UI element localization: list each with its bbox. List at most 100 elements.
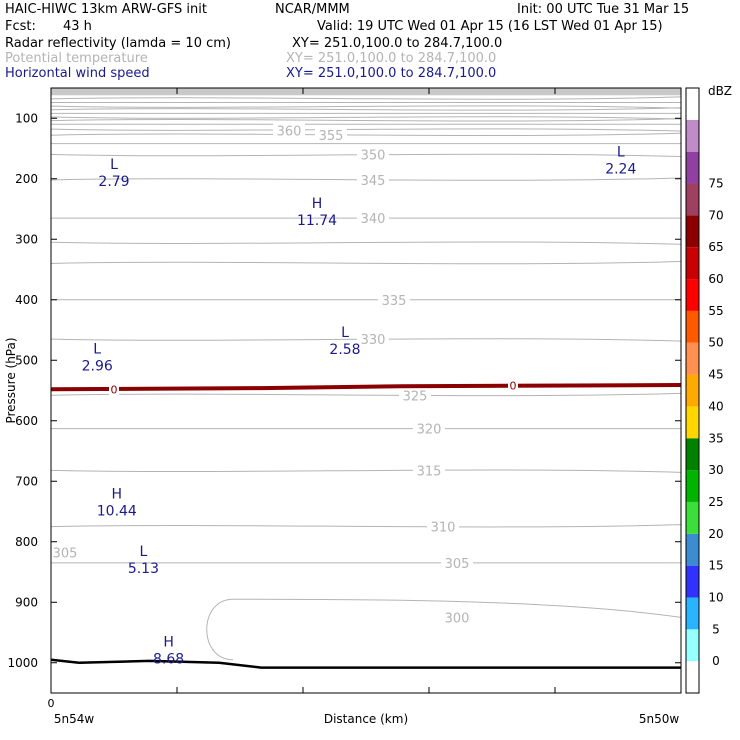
colorbar-segment [686,597,699,630]
theta-label-bg [357,210,389,225]
theta-contour-label: 335 [382,294,407,309]
colorbar-segment [686,88,699,120]
wind-extremum-value: 5.13 [128,561,159,577]
y-tick-label: 900 [15,595,38,609]
y-tick-label: 600 [15,414,38,428]
colorbar-tick-label: 75 [708,177,723,191]
colorbar-segment [686,470,699,502]
colorbar-tick-label: 40 [708,399,723,413]
field-xy-reflectivity: XY= 251.0,100.0 to 284.7,100.0 [292,36,503,51]
freezing-level-line [50,383,682,392]
x-zero-label: 0 [48,697,55,710]
colorbar-tick-label: 15 [708,559,723,573]
wind-extremum-type: H [112,486,123,502]
theta-contour-line [50,338,682,342]
theta-label-bg [427,518,459,533]
field-name-theta: Potential temperature [5,51,148,66]
model-title: HAIC-HIWC 13km ARW-GFS init [5,2,207,17]
colorbar-segment [686,374,699,407]
colorbar-frame [685,87,700,694]
theta-contour-line [50,116,682,120]
colorbar-tick-label: 45 [708,368,723,382]
theta-contour-line [50,241,682,245]
colorbar-segment [686,661,699,693]
freezing-label-bg [109,383,119,396]
theta-contour-label: 355 [319,129,344,144]
theta-contour-line [50,107,682,111]
colorbar-segment [686,406,699,439]
init-time: Init: 00 UTC Tue 31 Mar 15 [517,2,690,17]
wind-extremum-type: L [110,157,118,173]
x-right-label: 5n50w [639,712,680,726]
y-axis: 100 200 300 400 500 600 700 800 900 1000 Pressure … [4,111,681,670]
colorbar-title: dBZ [708,84,732,98]
theta-contour-label: 330 [361,333,386,348]
field-name-wind: Horizontal wind speed [5,66,150,81]
colorbar-segment [686,119,699,152]
theta-contour-label: 345 [361,174,386,189]
theta-contour-label: 320 [417,423,442,438]
theta-label-bg [378,291,410,306]
y-tick-label: 300 [15,232,38,246]
colorbar-segment [686,183,699,216]
terrain-line [50,658,681,669]
theta-contour-label: 325 [403,389,428,404]
colorbar-tick-label: 30 [708,463,723,477]
theta-contour-line [50,105,682,109]
wind-extremum-type: L [93,341,101,357]
freezing-level-label: 0 [510,380,517,393]
theta-label-bg [273,122,305,137]
wind-extremum-type: H [163,635,174,651]
x-left-label: 5n54w [54,712,95,726]
theta-label-bg [357,171,389,186]
y-tick-label: 700 [15,474,38,488]
wind-extremum-type: L [139,544,147,560]
wind-extremum-value: 11.74 [297,213,337,229]
theta-contour-line [50,96,682,100]
theta-contour-line [50,128,682,132]
colorbar-tick-label: 70 [708,208,723,222]
top-shading-band [51,88,681,96]
y-tick-label: 500 [15,353,38,367]
colorbar-tick-label: 60 [708,272,723,286]
y-tick-label: 100 [15,111,38,125]
wind-extremum-type: L [617,145,625,161]
theta-label-bg [413,462,445,477]
freezing-level-label: 0 [111,383,118,396]
theta-contour-line [50,177,682,181]
theta-label-bg [357,146,389,161]
colorbar-segment [686,565,699,598]
theta-contour-label: 360 [277,124,302,139]
forecast-hours: 43 h [63,19,92,34]
colorbar-tick-label: 35 [708,431,723,445]
theta-label-bg [49,544,81,559]
colorbar: dBZ 0 5 10 15 20 25 30 35 40 45 50 55 60 65 70 75 [685,84,732,694]
plot-frame [50,87,682,694]
colorbar-tick-label: 25 [708,495,723,509]
colorbar-segment [686,438,699,471]
colorbar-tick-label: 20 [708,527,723,541]
colorbar-segment [686,279,699,311]
theta-contour-label: 310 [431,521,456,536]
wind-extremum-type: H [312,196,323,212]
field-name-reflectivity: Radar reflectivity (lamda = 10 cm) [5,36,231,51]
theta-contour-line [50,118,682,122]
theta-contour-label: 340 [361,212,386,227]
theta-contour-label: 350 [361,149,386,164]
theta-contours [50,96,682,661]
theta-contour-label: 305 [445,557,470,572]
colorbar-segment [686,501,699,534]
org-label: NCAR/MMM [275,2,350,17]
wind-extremum-value: 8.68 [153,652,184,668]
theta-label-bg [399,387,431,402]
colorbar-tick-label: 55 [708,304,723,318]
x-axis-label: Distance (km) [324,712,408,726]
theta-contour-line [50,132,682,137]
colorbar-segment [686,151,699,184]
y-tick-label: 200 [15,172,38,186]
theta-label-bg [357,331,389,346]
theta-label-bg [441,609,473,624]
theta-label-bg [413,420,445,435]
